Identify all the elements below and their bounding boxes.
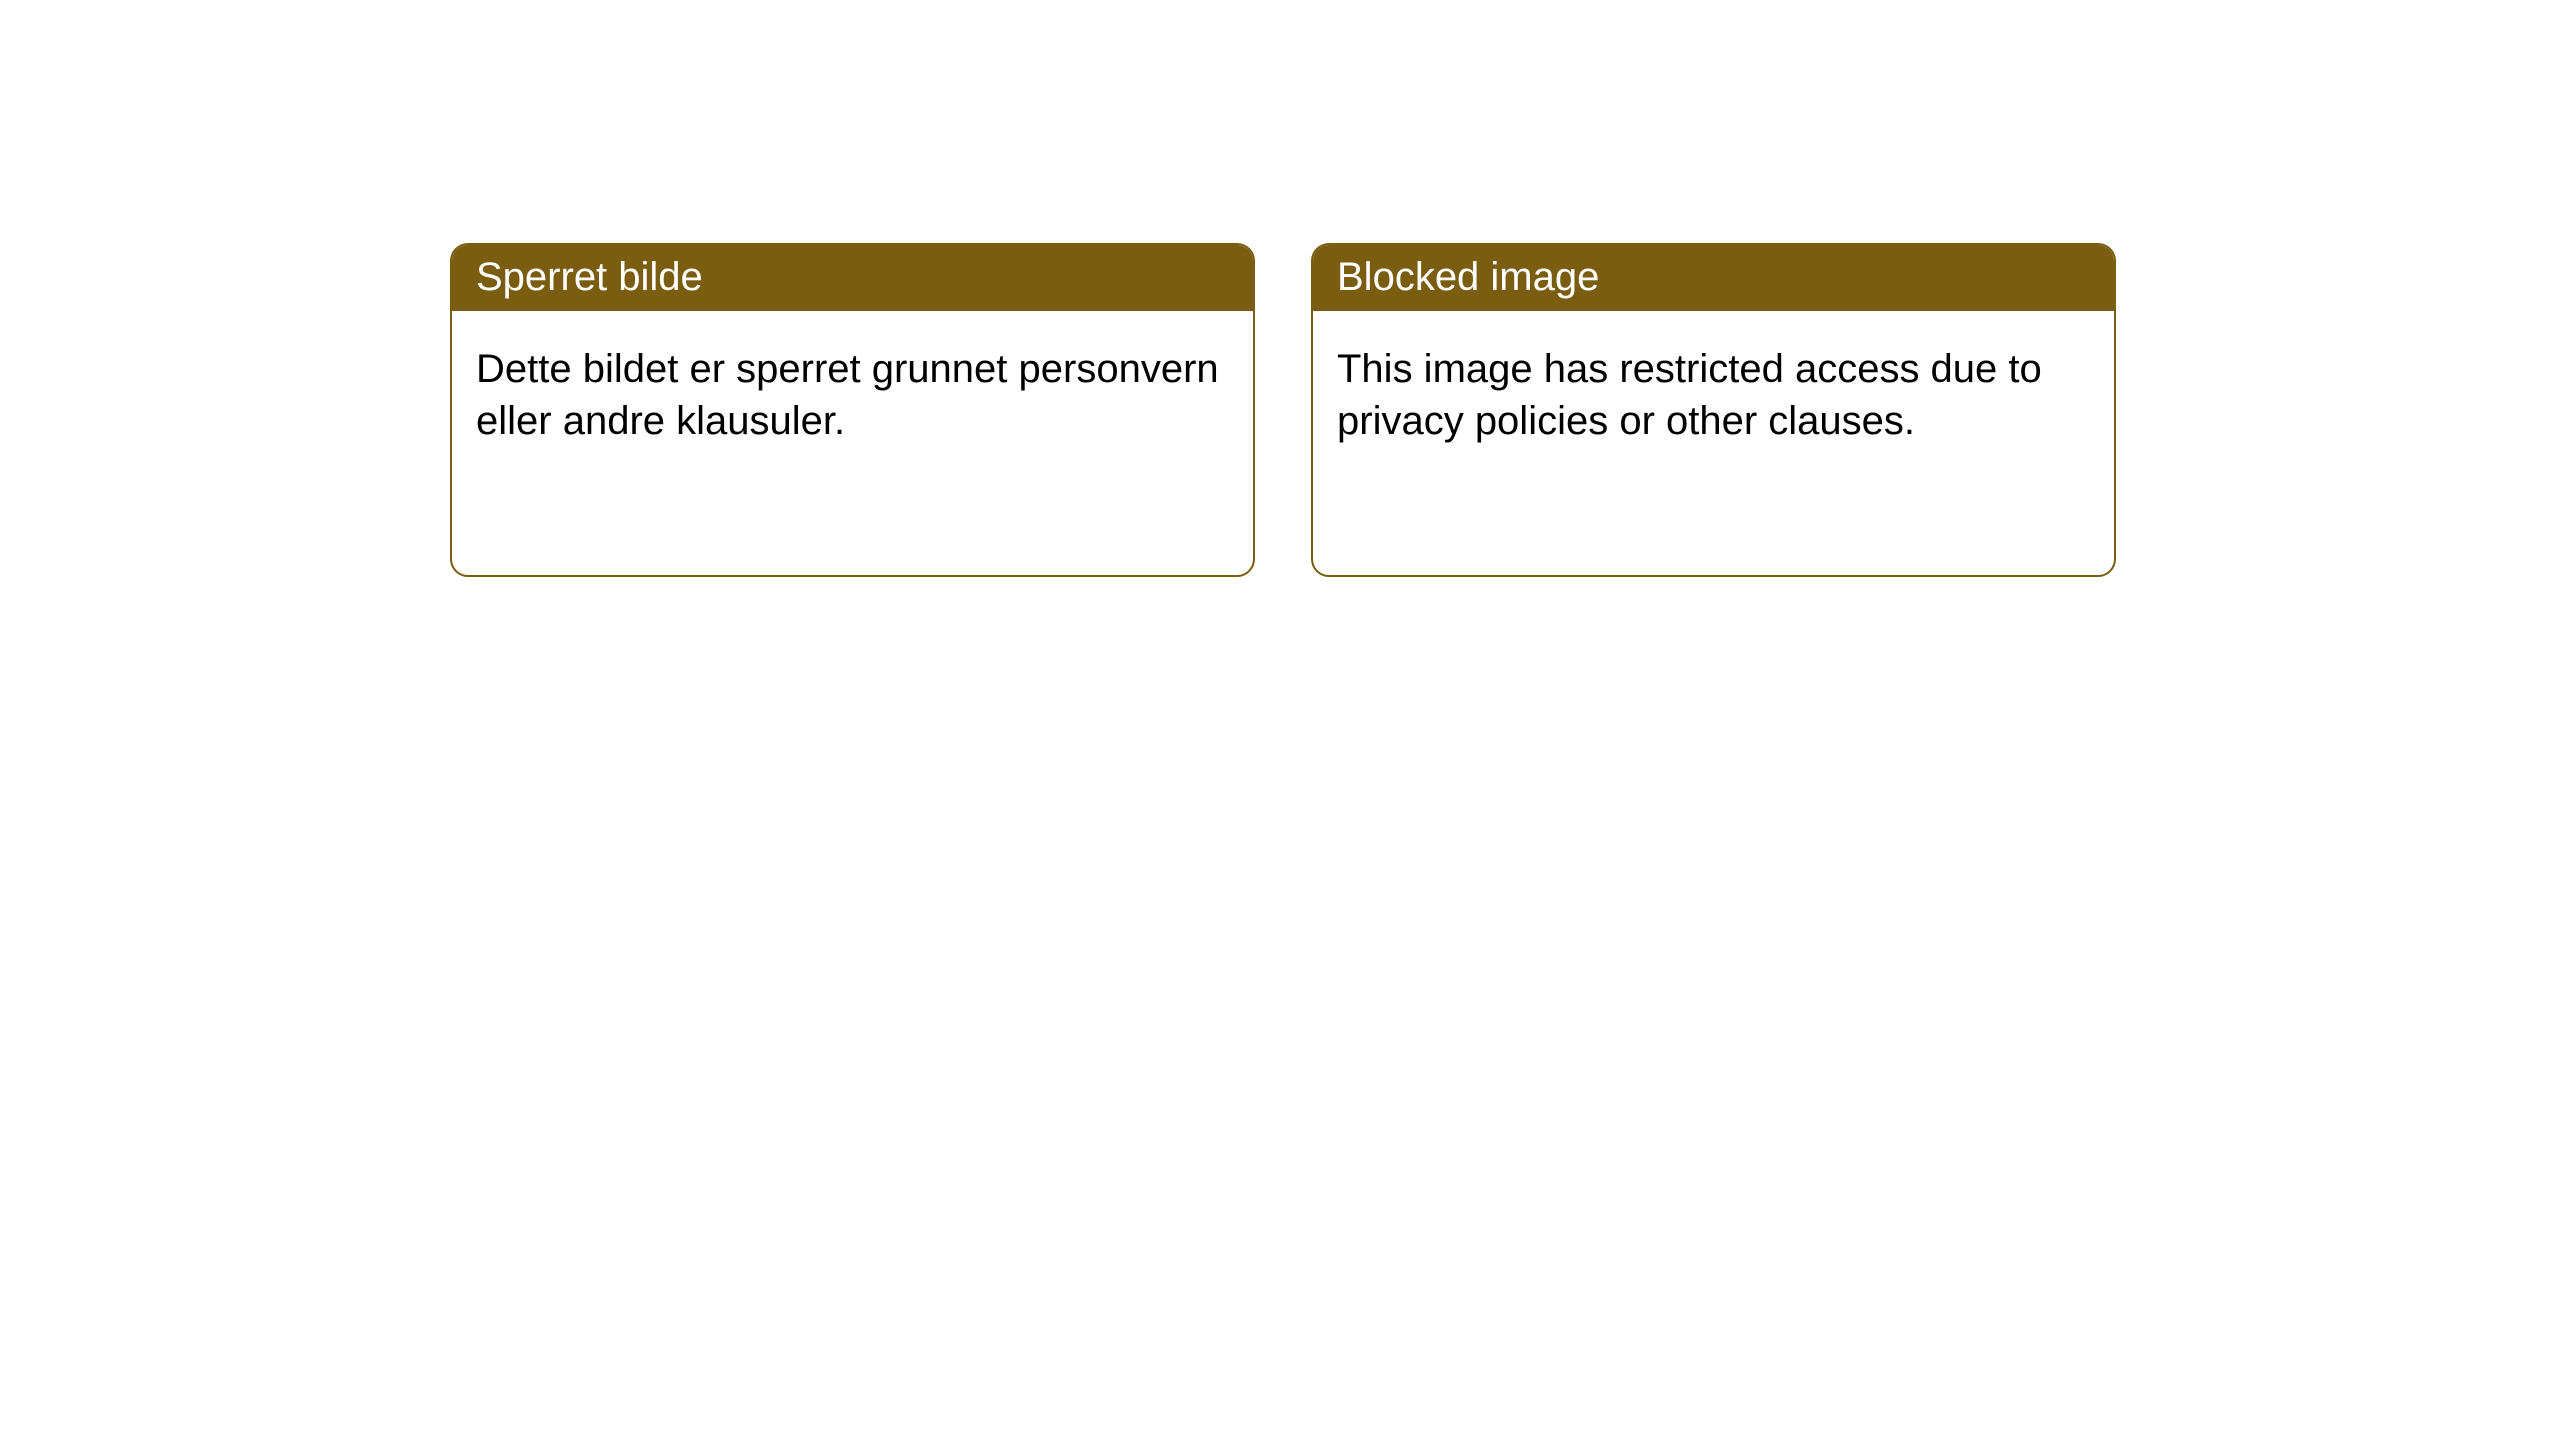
card-title: Blocked image [1337,255,1599,299]
blocked-image-card-no: Sperret bilde Dette bildet er sperret gr… [450,243,1255,577]
notice-cards-container: Sperret bilde Dette bildet er sperret gr… [0,0,2560,577]
card-title: Sperret bilde [476,255,703,299]
blocked-image-card-en: Blocked image This image has restricted … [1311,243,2116,577]
card-body: This image has restricted access due to … [1313,311,2114,479]
card-body-text: Dette bildet er sperret grunnet personve… [476,347,1219,443]
card-header: Sperret bilde [452,245,1253,311]
card-body: Dette bildet er sperret grunnet personve… [452,311,1253,479]
card-body-text: This image has restricted access due to … [1337,347,2042,443]
card-header: Blocked image [1313,245,2114,311]
